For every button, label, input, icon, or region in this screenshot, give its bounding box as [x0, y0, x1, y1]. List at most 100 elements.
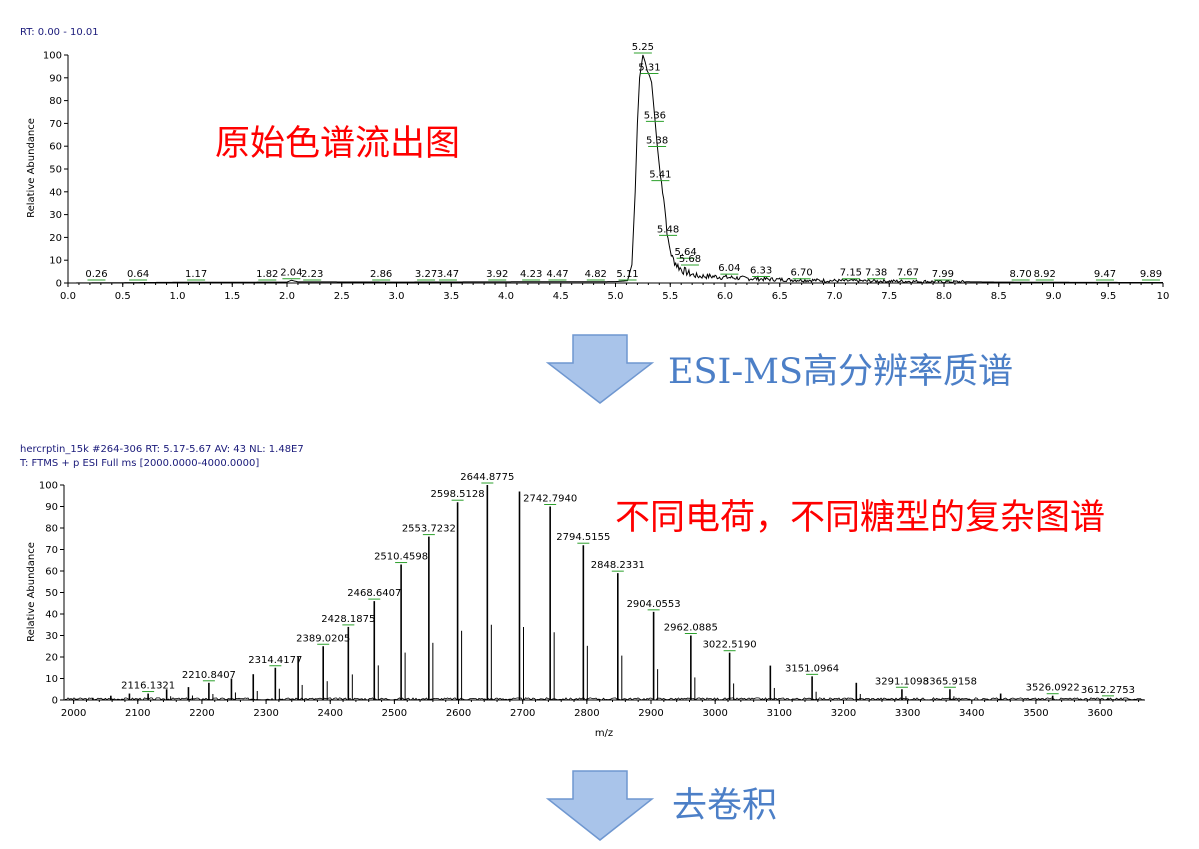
chromatogram-y-tick-label: 30 [49, 210, 62, 221]
chromatogram-x-tick-label: 8.0 [936, 291, 952, 302]
chromatogram-peak-label: 4.47 [546, 269, 568, 280]
chromatogram-peak-label: 9.89 [1140, 269, 1162, 280]
chromatogram-x-tick-label: 0.5 [115, 291, 131, 302]
spectrum-header-line1: hercrptin_15k #264-306 RT: 5.17-5.67 AV:… [20, 444, 304, 455]
spectrum-y-axis-label: Relative Abundance [26, 542, 37, 642]
arrow-2-label: 去卷积 [672, 786, 777, 826]
chromatogram-x-tick-label: 5.0 [608, 291, 624, 302]
spectrum-x-tick-label: 2400 [318, 708, 343, 719]
chromatogram-x-tick-label: 9.5 [1100, 291, 1116, 302]
spectrum-peak-label: 3365.9158 [923, 676, 977, 687]
chromatogram-x-tick-label: 9.0 [1046, 291, 1062, 302]
spectrum-peak-label: 2962.0885 [664, 623, 718, 634]
spectrum-noise-trace [64, 697, 1144, 701]
chromatogram-trace-group [68, 54, 1163, 284]
spectrum-peak-label: 2644.8775 [460, 472, 514, 483]
spectrum-x-tick-label: 3300 [895, 708, 920, 719]
spectrum-y-tick-label: 50 [45, 588, 58, 599]
chromatogram-x-tick-label: 4.5 [553, 291, 569, 302]
spectrum-x-tick-label: 2100 [125, 708, 150, 719]
spectrum-y-tick-label: 10 [45, 674, 58, 685]
chromatogram-peak-label: 1.82 [256, 269, 278, 280]
chromatogram-chart: RT: 0.00 - 10.01 Relative Abundance 0 10 2… [20, 27, 1169, 302]
spectrum-y-tick-label: 60 [45, 567, 58, 578]
spectrum-peak-label: 3612.2753 [1081, 685, 1135, 696]
spectrum-x-tick-label: 3200 [831, 708, 856, 719]
chromatogram-trace [68, 54, 1163, 284]
spectrum-peak-label: 2553.7232 [402, 524, 456, 535]
chromatogram-peak-label: 3.47 [437, 269, 459, 280]
spectrum-peak-label: 2389.0205 [296, 633, 350, 644]
chromatogram-peak-label: 2.23 [301, 269, 323, 280]
spectrum-peak-label: 3022.5190 [703, 640, 757, 651]
spectrum-peak-label: 2210.8407 [182, 670, 236, 681]
spectrum-y-tick-label: 0 [52, 696, 58, 707]
chromatogram-peak-label: 0.64 [127, 269, 149, 280]
spectrum-x-tick-label: 2800 [574, 708, 599, 719]
spectrum-x-axis-label: m/z [595, 728, 613, 739]
chromatogram-x-tick-label: 2.0 [279, 291, 295, 302]
chromatogram-peak-label: 3.92 [486, 269, 508, 280]
chromatogram-peak-label: 0.26 [85, 269, 107, 280]
chromatogram-x-tick-label: 0.0 [60, 291, 76, 302]
spectrum-axes: 0 10 20 30 40 50 60 70 80 90 100 2000 2100 2200 2300 24… [39, 481, 1145, 719]
arrow-2: 去卷积 [545, 770, 777, 841]
chromatogram-x-tick-label: 1.5 [224, 291, 240, 302]
spectrum-peak-label: 3291.1098 [875, 676, 929, 687]
spectrum-peak-label: 3526.0922 [1026, 683, 1080, 694]
chromatogram-peak-label: 1.17 [185, 269, 207, 280]
chromatogram-peak-label: 5.64 [674, 247, 696, 258]
chromatogram-peak-label: 5.11 [616, 269, 638, 280]
chromatogram-y-tick-label: 50 [49, 165, 62, 176]
chromatogram-peak-label: 2.86 [370, 269, 392, 280]
spectrum-peak-label: 2468.6407 [347, 588, 401, 599]
spectrum-x-tick-label: 2500 [382, 708, 407, 719]
spectrum-peak-label: 3151.0964 [785, 663, 839, 674]
chromatogram-x-tick-label: 3.0 [389, 291, 405, 302]
chromatogram-y-tick-label: 100 [43, 51, 62, 62]
down-arrow-icon [545, 770, 655, 841]
spectrum-peak-label: 2598.5128 [431, 489, 485, 500]
chromatogram-x-tick-label: 1.0 [170, 291, 186, 302]
chromatogram-x-tick-label: 4.0 [498, 291, 514, 302]
spectrum-y-tick-label: 100 [39, 481, 58, 492]
chromatogram-y-axis-label: Relative Abundance [26, 118, 37, 218]
spectrum-peak-label: 2742.7940 [523, 494, 577, 505]
chromatogram-x-tick-label: 8.5 [991, 291, 1007, 302]
chromatogram-peak-label: 5.36 [644, 110, 666, 121]
chromatogram-peak-label: 8.70 [1010, 269, 1032, 280]
spectrum-x-tick-label: 3500 [1023, 708, 1048, 719]
spectrum-header-line2: T: FTMS + p ESI Full ms [2000.0000-4000.… [19, 458, 259, 469]
chromatogram-x-tick-label: 6.0 [717, 291, 733, 302]
chromatogram-peak-label: 3.27 [415, 269, 437, 280]
spectrum-y-tick-label: 30 [45, 631, 58, 642]
spectrum-x-tick-label: 2900 [638, 708, 663, 719]
spectrum-peaks [92, 485, 1109, 700]
chromatogram-x-tick-label: 2.5 [334, 291, 350, 302]
spectrum-x-tick-label: 2600 [446, 708, 471, 719]
chromatogram-x-tick-label: 10 [1157, 291, 1170, 302]
spectrum-x-tick-label: 2200 [189, 708, 214, 719]
chromatogram-peak-label: 5.38 [646, 135, 668, 146]
chromatogram-x-tick-label: 7.5 [881, 291, 897, 302]
chromatogram-peak-label: 6.04 [718, 263, 740, 274]
spectrum-x-tick-label: 3600 [1087, 708, 1112, 719]
spectrum-y-tick-label: 70 [45, 545, 58, 556]
chromatogram-peak-labels: 0.26 0.64 1.17 1.82 2.042.23 2.86 3.27 3.47 3.92… [85, 42, 1162, 281]
spectrum-x-tick-label: 3000 [702, 708, 727, 719]
chromatogram-x-tick-label: 6.5 [772, 291, 788, 302]
chromatogram-y-tick-label: 40 [49, 187, 62, 198]
spectrum-x-tick-label: 3400 [959, 708, 984, 719]
chromatogram-peak-label: 7.15 [840, 268, 862, 279]
spectrum-title: 不同电荷，不同糖型的复杂图谱 [615, 498, 1105, 538]
spectrum-chart: hercrptin_15k #264-306 RT: 5.17-5.67 AV:… [19, 444, 1145, 739]
chromatogram-y-tick-label: 70 [49, 119, 62, 130]
spectrum-peak-label: 2848.2331 [591, 560, 645, 571]
chromatogram-peak-label: 4.82 [585, 269, 607, 280]
chromatogram-y-tick-label: 0 [56, 279, 62, 290]
spectrum-peak-labels: 2116.1321 2210.8407 2314.4177 2389.0205 2428… [121, 472, 1135, 697]
spectrum-peak-label: 2428.1875 [321, 614, 375, 625]
spectrum-y-tick-label: 90 [45, 502, 58, 513]
chromatogram-peak-label: 8.92 [1034, 269, 1056, 280]
